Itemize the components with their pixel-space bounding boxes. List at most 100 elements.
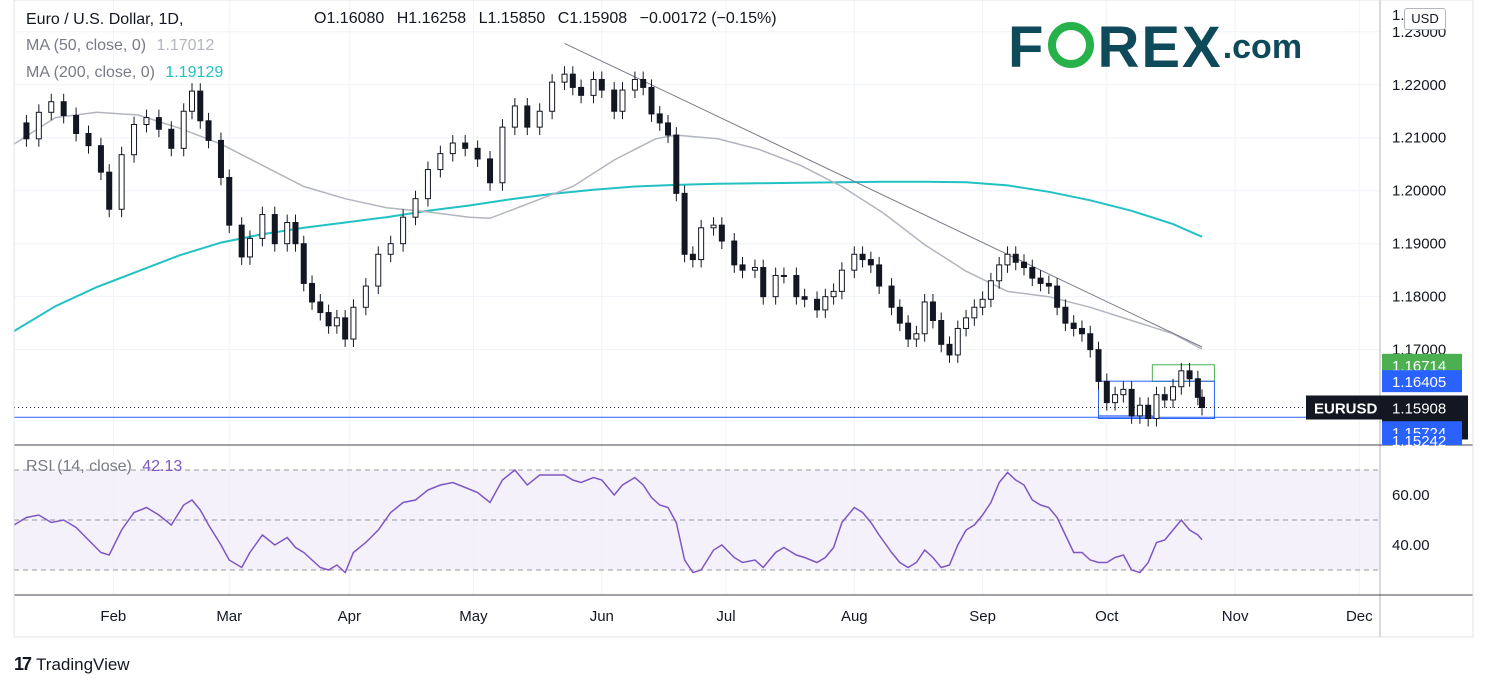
candle-down <box>673 134 680 194</box>
rsi-legend[interactable]: RSI (14, close) 42.13 <box>26 457 182 477</box>
candle-down <box>859 253 866 261</box>
downtrend-line[interactable] <box>564 42 1203 348</box>
y-tick: 1.19000 <box>1392 236 1446 253</box>
candle-down <box>73 114 80 135</box>
candle-down <box>462 142 469 149</box>
symbol-legend[interactable]: Euro / U.S. Dollar, 1D, <box>26 10 183 30</box>
x-tick-jul: Jul <box>716 608 735 625</box>
candle-down <box>1078 327 1085 335</box>
candle-down <box>793 274 800 298</box>
candle-up <box>1004 253 1011 266</box>
y-tick: 1.18000 <box>1392 289 1446 306</box>
candle-up <box>118 154 125 210</box>
candle-down <box>739 264 746 271</box>
price-tag <box>1382 370 1462 393</box>
candle-down <box>292 222 299 245</box>
candle-down <box>656 113 663 124</box>
candle-up <box>954 327 961 356</box>
candle-down <box>611 89 618 112</box>
candle-down <box>97 145 104 173</box>
ma200-legend[interactable]: MA (200, close, 0) 1.19129 <box>26 63 223 83</box>
ma200-line <box>13 180 1203 332</box>
candle-down <box>217 139 224 178</box>
price-tag-cut-text: 1.15242 <box>1392 433 1446 450</box>
candle-down <box>197 90 204 122</box>
last-price-text: 1.15908 <box>1392 400 1446 417</box>
symbol-tag <box>1306 395 1386 420</box>
candle-up <box>499 126 506 184</box>
candle-down <box>1062 306 1069 324</box>
ma200-label: MA (200, close, 0) <box>26 64 155 81</box>
candle-up <box>412 198 419 218</box>
candle-down <box>929 301 936 322</box>
y-tick-cut-top: 1. <box>1392 7 1405 24</box>
price-labels: 1.167141.16405EURUSD1.1590804:18:131.157… <box>1306 353 1468 450</box>
candle-up <box>449 142 456 155</box>
candle-up <box>284 222 291 245</box>
candle-up <box>375 253 382 287</box>
candle-down <box>569 73 576 88</box>
ma200-value: 1.19129 <box>165 64 224 81</box>
candle-down <box>474 147 481 160</box>
symbol-tag-text: EURUSD <box>1314 400 1378 417</box>
candle-up <box>987 280 994 300</box>
candle-up <box>772 274 779 298</box>
candle-down <box>342 317 349 340</box>
candle-up <box>180 110 187 149</box>
candle-down <box>689 253 696 261</box>
candle-down <box>317 301 324 314</box>
y-tick: 1.21000 <box>1392 130 1446 147</box>
candle-up <box>333 317 340 327</box>
logo-suffix: .com <box>1222 28 1303 66</box>
candle-down <box>168 128 175 149</box>
candle-up <box>698 227 705 261</box>
ohlc-change: −0.00172 (−0.15%) <box>639 10 777 27</box>
candle-down <box>1070 322 1077 329</box>
ma50-label: MA (50, close, 0) <box>26 37 147 54</box>
ohlc-low: L1.15850 <box>478 10 546 27</box>
candle-up <box>1112 394 1119 404</box>
forex-logo: F REX.com <box>1008 14 1303 80</box>
candle-up <box>143 117 150 125</box>
tradingview-branding[interactable]: 17 TradingView <box>14 654 130 675</box>
candle-down <box>578 86 585 96</box>
candle-down <box>1194 378 1201 398</box>
candle-up <box>1120 388 1127 396</box>
rsi-series <box>13 468 1203 574</box>
ohlc-close: C1.15908 <box>557 10 628 27</box>
currency-button[interactable]: USD <box>1404 8 1446 30</box>
x-tick-dec: Dec <box>1346 608 1373 625</box>
candle-down <box>487 158 494 184</box>
rsi-y-tick: 40.00 <box>1392 537 1430 554</box>
candle-up <box>362 285 369 308</box>
rsi-value: 42.13 <box>142 458 183 475</box>
candle-down <box>681 192 688 255</box>
price-tag-cut <box>1382 434 1462 445</box>
candle-down <box>867 259 874 266</box>
candle-up <box>979 298 986 308</box>
candle-down <box>1161 394 1168 401</box>
ma50-legend[interactable]: MA (50, close, 0) 1.17012 <box>26 36 214 56</box>
ohlc-open: O1.16080 <box>314 10 385 27</box>
logo-letter-f: F <box>1008 15 1046 80</box>
candle-up <box>259 214 266 239</box>
candle-up <box>561 73 568 83</box>
trendline[interactable] <box>564 42 1203 348</box>
candle-up <box>131 123 138 156</box>
candle-down <box>325 312 332 327</box>
candle-down <box>1128 388 1135 417</box>
tradingview-text: TradingView <box>36 654 130 674</box>
rsi-y-tick: 60.00 <box>1392 487 1430 504</box>
candle-down <box>598 78 605 91</box>
candle-up <box>631 78 638 91</box>
candle-up <box>780 274 787 277</box>
range-box-2 <box>1098 415 1153 420</box>
candle-down <box>1186 370 1193 380</box>
candle-down <box>718 224 725 242</box>
candle-down <box>60 101 67 116</box>
candle-up <box>1170 386 1177 401</box>
ohlc-high: H1.16258 <box>396 10 467 27</box>
y-tick: 1.20000 <box>1392 183 1446 200</box>
candle-up <box>838 269 845 292</box>
